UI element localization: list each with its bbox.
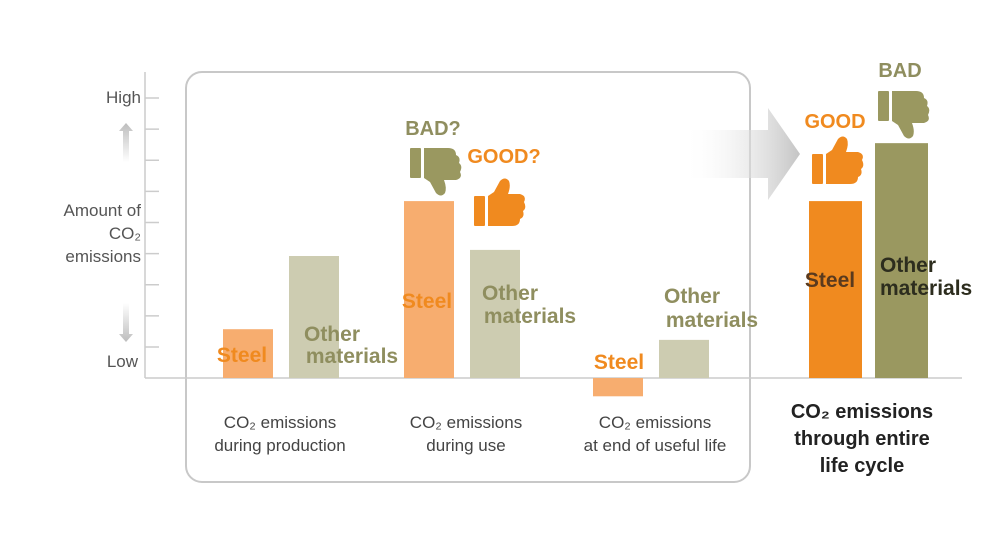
bar-labels: Steel Other materials Steel Other materi… xyxy=(217,254,972,374)
thumbs-up-icon xyxy=(812,136,864,184)
use-other-label-line2: materials xyxy=(484,305,576,328)
use-label-line2: during use xyxy=(426,436,505,455)
bars xyxy=(223,143,928,397)
lifecycle-steel-bar xyxy=(809,201,862,378)
y-axis-title-line3: emissions xyxy=(65,247,141,266)
eol-steel-bar xyxy=(593,378,643,397)
lifecycle-label-line1: CO₂ emissions xyxy=(791,401,933,423)
thumbs-up-icon xyxy=(474,178,526,226)
stages-frame xyxy=(185,71,751,483)
use-bad-text: BAD? xyxy=(405,118,461,140)
lifecycle-other-label-line1: Other xyxy=(880,254,936,277)
use-steel-label: Steel xyxy=(402,290,452,313)
production-label-line2: during production xyxy=(214,436,345,455)
use-other-bar xyxy=(470,249,520,378)
production-other-label-line1: Other xyxy=(304,323,360,346)
lifecycle-bad-text: BAD xyxy=(878,60,921,82)
lifecycle-label-line3: life cycle xyxy=(820,455,905,477)
thumbs-down-icon xyxy=(410,148,462,196)
use-good-text: GOOD? xyxy=(467,146,540,168)
y-low-label: Low xyxy=(107,352,139,371)
y-high-label: High xyxy=(106,88,141,107)
eol-other-label-line1: Other xyxy=(664,285,720,308)
thumbs-down-icon xyxy=(878,91,930,139)
eol-label-line2: at end of useful life xyxy=(584,436,727,455)
transition-arrow-icon xyxy=(683,108,800,200)
y-axis-title-line2: CO₂ xyxy=(109,224,141,243)
lifecycle-other-bar xyxy=(875,143,928,378)
y-axis xyxy=(144,72,159,378)
production-steel-label: Steel xyxy=(217,344,267,367)
use-other-label-line1: Other xyxy=(482,282,538,305)
use-steel-bar xyxy=(404,201,454,378)
category-labels: CO₂ emissions during production CO₂ emis… xyxy=(214,401,933,477)
production-other-label-line2: materials xyxy=(306,345,398,368)
y-axis-title-line1: Amount of xyxy=(64,201,142,220)
lifecycle-steel-label: Steel xyxy=(805,269,855,292)
production-other-bar xyxy=(289,256,339,378)
production-steel-bar xyxy=(223,329,273,378)
eol-other-label-line2: materials xyxy=(666,309,758,332)
eol-other-bar xyxy=(659,339,709,378)
eol-label-line1: CO₂ emissions xyxy=(599,413,711,432)
use-label-line1: CO₂ emissions xyxy=(410,413,522,432)
y-down-arrow-icon xyxy=(119,303,133,342)
production-label-line1: CO₂ emissions xyxy=(224,413,336,432)
y-axis-labels: High Low Amount of CO₂ emissions xyxy=(64,88,142,371)
annotations: BAD? GOOD? GOOD BAD xyxy=(405,60,930,226)
lifecycle-good-text: GOOD xyxy=(804,111,865,133)
y-up-arrow-icon xyxy=(119,123,133,162)
lifecycle-label-line2: through entire xyxy=(794,428,930,450)
eol-steel-label: Steel xyxy=(594,351,644,374)
lifecycle-other-label-line2: materials xyxy=(880,277,972,300)
